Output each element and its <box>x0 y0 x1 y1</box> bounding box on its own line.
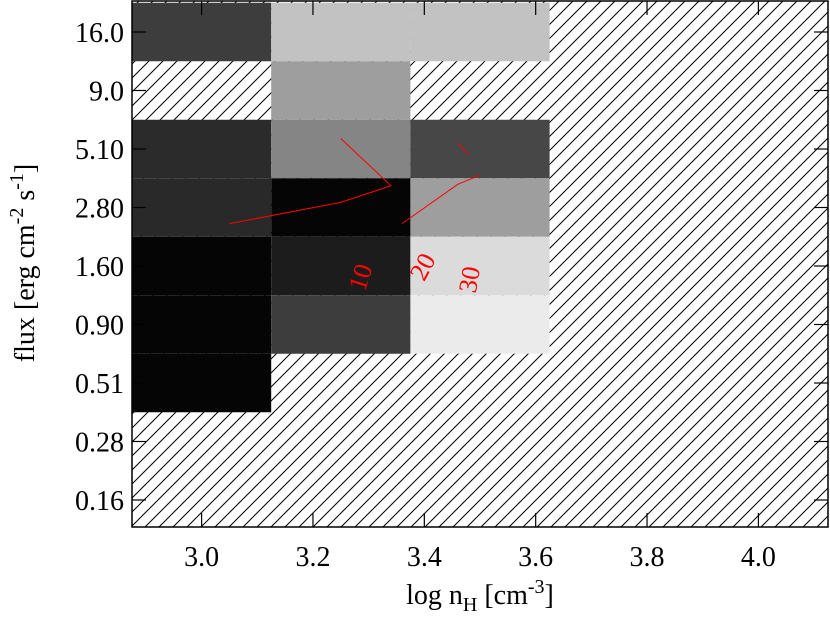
y-axis-title-end: ] <box>10 164 41 173</box>
x-axis-title-unit: [cm <box>477 580 528 611</box>
contour-line-10 <box>229 138 392 225</box>
x-tick-label: 3.2 <box>295 542 330 573</box>
y-axis-title-exp2: -1 <box>6 173 28 190</box>
x-axis-title: log nH [cm-3] <box>406 576 554 616</box>
x-axis-title-sub: H <box>463 594 477 616</box>
contour-lines <box>229 138 481 225</box>
x-tick-label: 3.8 <box>630 542 665 573</box>
y-axis-title: flux [erg cm-2 s-1] <box>6 164 41 362</box>
heatmap-cell <box>132 353 272 413</box>
x-tick-labels: 3.0 3.2 3.4 3.6 3.8 4.0 <box>184 542 776 573</box>
x-axis-title-base: log n <box>406 580 463 611</box>
x-axis-title-exp: -3 <box>528 576 545 598</box>
x-tick-label: 3.6 <box>518 542 553 573</box>
x-tick-label: 3.0 <box>184 542 219 573</box>
heatmap-cell <box>271 61 411 120</box>
x-tick-label: 3.4 <box>407 542 442 573</box>
heatmap-cell <box>271 2 411 62</box>
heatmap-cell <box>410 178 550 237</box>
contour-label-30: 30 <box>453 264 486 295</box>
heatmap-cell <box>132 119 272 179</box>
heatmap-cell <box>132 178 272 237</box>
y-axis-title-base: flux [erg cm <box>10 224 41 362</box>
y-tick-label: 5.10 <box>75 135 124 166</box>
y-tick-label: 0.90 <box>75 311 124 342</box>
axis-ticks <box>132 1 828 527</box>
y-axis-title-mid: s <box>10 190 41 208</box>
y-tick-label: 9.0 <box>89 77 124 108</box>
y-tick-label: 2.80 <box>75 194 124 225</box>
heatmap-cells <box>132 2 550 413</box>
heatmap-cell <box>410 295 550 354</box>
heatmap-cell <box>410 236 550 296</box>
heatmap-cell <box>132 236 272 296</box>
y-tick-label: 0.51 <box>75 369 124 400</box>
heatmap-cell <box>271 236 411 296</box>
heatmap-cell <box>271 119 411 179</box>
y-tick-label: 0.16 <box>75 486 124 517</box>
y-axis-title-exp1: -2 <box>6 208 28 225</box>
x-axis-title-close: ] <box>545 580 554 611</box>
plot-frame <box>131 0 829 528</box>
x-tick-label: 4.0 <box>741 542 776 573</box>
y-tick-label: 1.60 <box>75 252 124 283</box>
y-tick-label: 0.28 <box>75 428 124 459</box>
contour-line-30 <box>457 142 470 156</box>
y-tick-labels: 16.0 9.0 5.10 2.80 1.60 0.90 0.51 0.28 0.16 <box>75 18 124 517</box>
heatmap-cell <box>271 178 411 237</box>
heatmap-cell <box>410 119 550 179</box>
heatmap-cell <box>271 295 411 354</box>
heatmap-cell <box>410 2 550 62</box>
y-tick-label: 16.0 <box>75 18 124 49</box>
contour-line-20 <box>401 174 481 225</box>
heatmap-cell <box>132 295 272 354</box>
